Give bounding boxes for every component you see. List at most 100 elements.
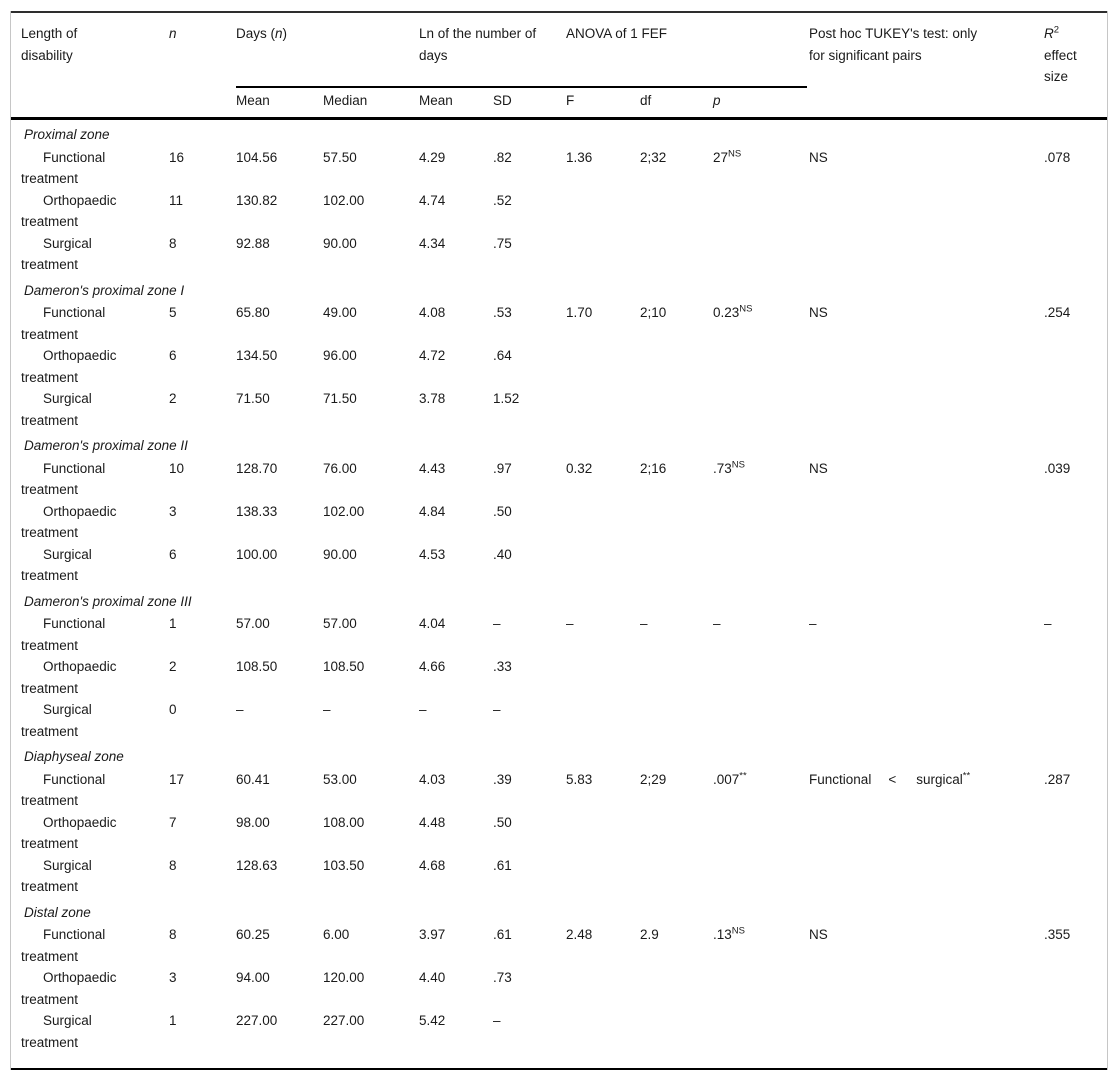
ln-sd-value: .33 — [493, 659, 512, 674]
table-row: Orthopaedic treatment 3 138.33 102.00 4.… — [11, 501, 1107, 544]
anova-f-value: 5.83 — [566, 771, 593, 787]
r2-value: .254 — [1044, 305, 1071, 320]
tukey-value: – — [809, 616, 817, 631]
days-mean-value: 227.00 — [236, 1013, 278, 1028]
anova-df-value: 2;32 — [640, 149, 667, 165]
n-value: 8 — [169, 235, 177, 251]
zone-label: Diaphyseal zone — [24, 749, 124, 764]
ln-sd-value: .39 — [493, 771, 512, 787]
r2-value: .287 — [1044, 771, 1071, 787]
col-header-ln-sd: SD — [493, 87, 566, 120]
n-value: 8 — [169, 857, 177, 873]
ln-mean-value: 4.48 — [419, 814, 446, 830]
anova-f-value: – — [566, 616, 574, 631]
days-median-value: 57.00 — [323, 616, 357, 631]
table-row: Surgical treatment 6 100.00 90.00 4.53 .… — [11, 544, 1107, 587]
days-median-value: – — [323, 702, 331, 717]
treatment-label: Surgical treatment — [21, 702, 92, 739]
treatment-label: Surgical treatment — [21, 235, 92, 273]
days-median-value: 6.00 — [323, 927, 350, 942]
days-median-value: 90.00 — [323, 546, 357, 562]
ln-mean-value: 4.72 — [419, 348, 446, 363]
n-value: 16 — [169, 149, 185, 165]
empty-cell — [566, 345, 1107, 388]
zone-label: Proximal zone — [24, 127, 110, 142]
days-median-value: 90.00 — [323, 235, 357, 251]
col-header-r2-effect-size: R2 effect size — [1044, 12, 1108, 120]
ln-sd-value: – — [493, 1013, 501, 1028]
treatment-label: Orthopaedic treatment — [21, 659, 117, 696]
days-median-value: 71.50 — [323, 391, 357, 406]
ln-sd-value: .50 — [493, 814, 512, 830]
table-row: Surgical treatment 8 92.88 90.00 4.34 .7… — [11, 233, 1107, 276]
ln-mean-value: 4.04 — [419, 616, 446, 631]
empty-cell — [566, 544, 1107, 587]
ln-sd-value: .40 — [493, 546, 512, 562]
n-value: 3 — [169, 970, 177, 985]
ln-sd-value: 1.52 — [493, 391, 520, 406]
col-header-f: F — [566, 87, 640, 120]
days-mean-value: 128.70 — [236, 460, 278, 476]
days-median-value: 120.00 — [323, 970, 365, 985]
treatment-label: Functional treatment — [21, 149, 106, 187]
days-median-value: 96.00 — [323, 348, 357, 363]
disability-anova-table: Length of disability n Days (n) Ln of th… — [11, 11, 1108, 1070]
treatment-label: Surgical treatment — [21, 1013, 92, 1050]
n-value: 6 — [169, 348, 177, 363]
ln-sd-value: – — [493, 702, 501, 717]
treatment-label: Orthopaedic treatment — [21, 348, 117, 385]
treatment-label: Orthopaedic treatment — [21, 503, 117, 541]
anova-df-value: 2;16 — [640, 460, 667, 476]
n-value: 1 — [169, 1013, 177, 1028]
table-row: Functional treatment 16 104.56 57.50 4.2… — [11, 147, 1107, 190]
ln-sd-value: .61 — [493, 857, 512, 873]
days-mean-value: 108.50 — [236, 659, 278, 674]
empty-cell — [566, 190, 1107, 233]
anova-df-value: 2;29 — [640, 771, 667, 787]
r2-value: .355 — [1044, 927, 1071, 942]
treatment-label: Functional treatment — [21, 305, 106, 342]
ln-mean-value: 4.08 — [419, 305, 446, 320]
anova-df-value: 2.9 — [640, 927, 659, 942]
table-row: Surgical treatment 8 128.63 103.50 4.68 … — [11, 855, 1107, 898]
treatment-label: Surgical treatment — [21, 391, 92, 428]
days-mean-value: 134.50 — [236, 348, 278, 363]
ln-mean-value: 4.74 — [419, 192, 446, 208]
table-row: Surgical treatment 0 – – – – — [11, 699, 1107, 742]
table-row: Functional treatment 10 128.70 76.00 4.4… — [11, 458, 1107, 501]
n-value: 8 — [169, 927, 177, 942]
zone-label: Dameron's proximal zone II — [24, 438, 188, 453]
ln-mean-value: 4.84 — [419, 503, 446, 519]
zone-label: Distal zone — [24, 904, 91, 920]
days-median-value: 53.00 — [323, 771, 357, 787]
treatment-label: Functional treatment — [21, 616, 106, 653]
treatment-label: Functional treatment — [21, 771, 106, 809]
days-median-value: 108.00 — [323, 814, 365, 830]
col-header-df: df — [640, 87, 713, 120]
days-mean-value: 65.80 — [236, 305, 270, 320]
table-row: Functional treatment 1 57.00 57.00 4.04 … — [11, 613, 1107, 656]
r2-value: – — [1044, 616, 1052, 631]
ln-sd-value: .75 — [493, 235, 512, 251]
table-row: Surgical treatment 2 71.50 71.50 3.78 1.… — [11, 388, 1107, 431]
days-mean-value: 57.00 — [236, 616, 270, 631]
ln-mean-value: 3.78 — [419, 391, 446, 406]
days-median-value: 49.00 — [323, 305, 357, 320]
tukey-value: NS — [809, 927, 828, 942]
table-row: Orthopaedic treatment 11 130.82 102.00 4… — [11, 190, 1107, 233]
zone-row: Dameron's proximal zone III — [11, 587, 1107, 614]
zone-row: Dameron's proximal zone I — [11, 276, 1107, 303]
n-value: 1 — [169, 616, 177, 631]
ln-mean-value: 4.66 — [419, 659, 446, 674]
anova-f-value: 0.32 — [566, 460, 593, 476]
anova-f-value: 1.36 — [566, 149, 593, 165]
n-value: 11 — [169, 192, 184, 208]
ln-sd-value: .73 — [493, 970, 512, 985]
zone-row: Dameron's proximal zone II — [11, 431, 1107, 458]
empty-cell — [566, 812, 1107, 855]
treatment-label: Surgical treatment — [21, 857, 92, 895]
zone-label: Dameron's proximal zone I — [24, 282, 185, 298]
days-mean-value: 94.00 — [236, 970, 270, 985]
ln-mean-value: 4.53 — [419, 546, 446, 562]
anova-df-value: – — [640, 616, 648, 631]
